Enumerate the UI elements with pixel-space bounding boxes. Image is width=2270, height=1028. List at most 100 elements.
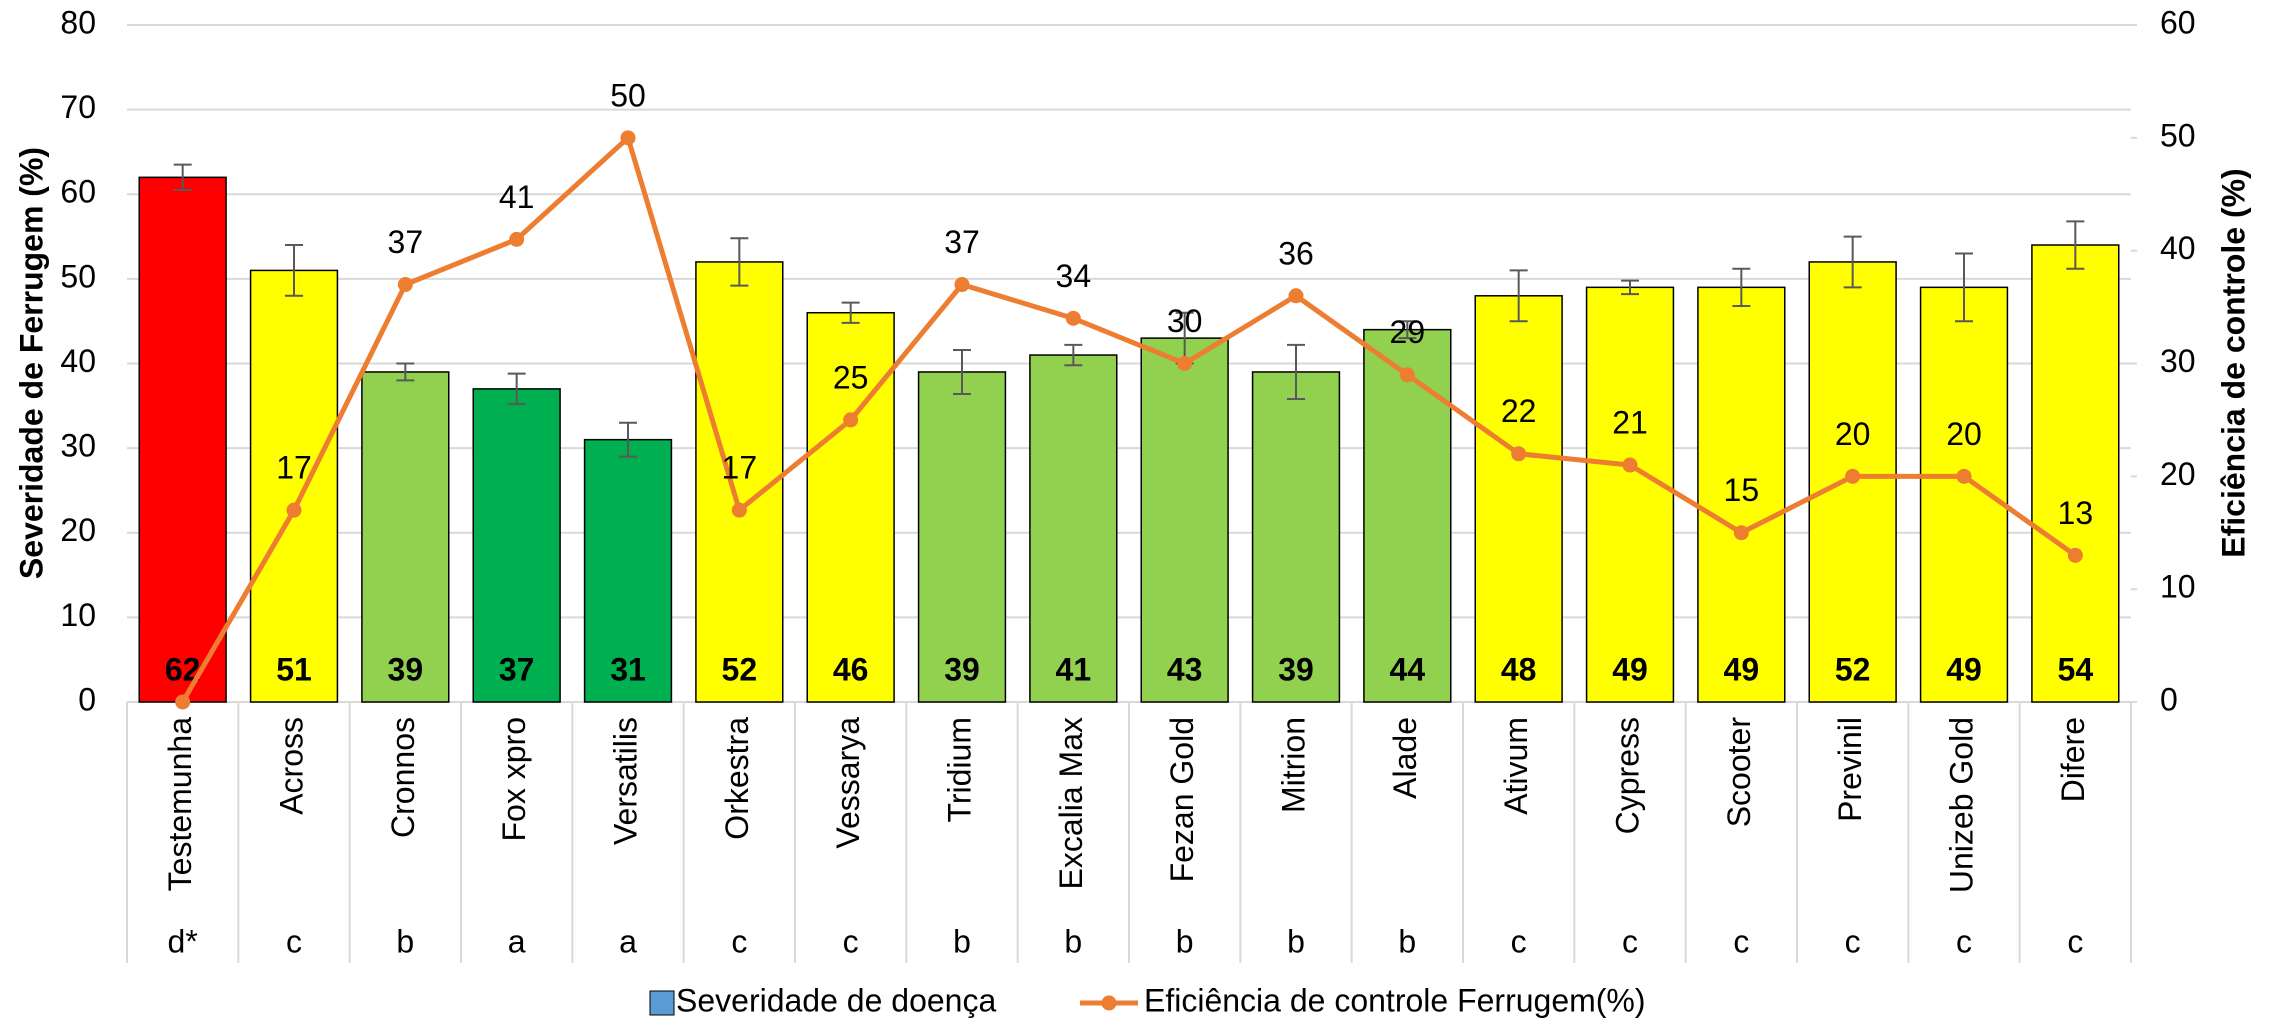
x-tick-label: Scooter	[1721, 717, 1757, 828]
bar	[1585, 286, 1675, 703]
y-axis-title: Severidade de Ferrugem (%)	[13, 147, 49, 579]
line-value-label: 21	[1612, 405, 1648, 441]
bar-value-label: 51	[276, 651, 312, 687]
group-letter: b	[953, 923, 971, 959]
bar	[583, 438, 673, 703]
group-letter: b	[1287, 923, 1305, 959]
legend-label: Severidade de doença	[676, 982, 996, 1018]
bar	[2031, 244, 2120, 703]
bar-value-label: 49	[1612, 651, 1648, 687]
bar	[695, 261, 784, 703]
line-value-label: 17	[276, 450, 312, 486]
x-tick-label: Difere	[2055, 717, 2091, 802]
legend-swatch	[649, 990, 675, 1016]
x-tick-label: Cypress	[1609, 717, 1645, 834]
x-tick-label: Ativum	[1498, 717, 1534, 815]
bar-value-label: 44	[1390, 651, 1426, 687]
bar	[1029, 354, 1118, 703]
y-tick-label: 20	[60, 512, 96, 548]
y2-axis-title: Eficiência de controle (%)	[2215, 168, 2251, 557]
y2-tick-label: 40	[2160, 230, 2196, 266]
y2-tick-label: 0	[2160, 681, 2178, 717]
line-marker	[1956, 468, 1972, 484]
y-tick-label: 30	[60, 428, 96, 464]
group-letter: c	[731, 923, 747, 959]
legend-marker	[1101, 995, 1117, 1011]
group-letter: b	[1176, 923, 1194, 959]
group-letter: c	[1733, 923, 1749, 959]
y2-tick-label: 50	[2160, 117, 2196, 153]
legend-label: Eficiência de controle Ferrugem(%)	[1144, 982, 1646, 1018]
line-value-label: 20	[1946, 416, 1982, 452]
line-value-label: 25	[833, 359, 869, 395]
x-tick-label: Alade	[1387, 717, 1423, 799]
x-tick-label: Tridium	[941, 717, 977, 822]
y-tick-label: 80	[60, 4, 96, 40]
line-value-label: 29	[1390, 314, 1426, 350]
line-value-label: 17	[722, 450, 758, 486]
bar	[249, 269, 339, 703]
group-letter: a	[508, 923, 526, 959]
line-value-label: 13	[2058, 495, 2094, 531]
line-marker	[175, 694, 191, 710]
line-value-label: 20	[1835, 416, 1871, 452]
y-tick-label: 50	[60, 258, 96, 294]
line-marker	[731, 502, 747, 518]
group-letter: c	[1845, 923, 1861, 959]
line-marker	[1288, 288, 1304, 304]
bar-value-label: 54	[2058, 651, 2094, 687]
line-marker	[1622, 457, 1638, 473]
line-marker	[397, 277, 413, 293]
group-letter: c	[843, 923, 859, 959]
bar-value-label: 37	[499, 651, 535, 687]
x-tick-label: Orkestra	[719, 717, 755, 840]
line-value-label: 41	[499, 179, 535, 215]
bar	[1697, 286, 1786, 703]
bar-value-label: 31	[610, 651, 646, 687]
line-marker	[954, 277, 970, 293]
y-tick-label: 40	[60, 343, 96, 379]
line-value-label: 37	[944, 224, 980, 260]
y2-tick-label: 30	[2160, 343, 2196, 379]
bar-value-label: 49	[1946, 651, 1982, 687]
group-letter: c	[286, 923, 302, 959]
group-letter: c	[1511, 923, 1527, 959]
bar-value-label: 48	[1501, 651, 1537, 687]
bar-value-label: 41	[1056, 651, 1092, 687]
line-marker	[1065, 310, 1081, 326]
bar	[806, 311, 895, 703]
line-marker	[509, 231, 525, 247]
x-tick-label: Excalia Max	[1053, 717, 1089, 890]
bar-value-label: 49	[1724, 651, 1760, 687]
line-marker	[1733, 525, 1749, 541]
line-marker	[286, 502, 302, 518]
y2-tick-label: 60	[2160, 4, 2196, 40]
bar-value-label: 52	[722, 651, 758, 687]
x-tick-label: Fox xpro	[496, 717, 532, 841]
line-marker	[1511, 446, 1527, 462]
line-marker	[1845, 468, 1861, 484]
x-tick-label: Versatilis	[607, 717, 643, 845]
line-value-label: 22	[1501, 393, 1537, 429]
bar	[138, 176, 227, 703]
bar-value-label: 39	[944, 651, 980, 687]
bar	[361, 371, 450, 703]
line-value-label: 34	[1056, 258, 1092, 294]
bar	[1363, 328, 1452, 703]
line-marker	[1177, 356, 1193, 371]
line-value-label: 15	[1724, 472, 1760, 508]
bar-value-label: 39	[1278, 651, 1314, 687]
bar	[1474, 295, 1563, 703]
group-letter: d*	[168, 923, 198, 959]
line-marker	[843, 412, 859, 428]
bar-value-label: 52	[1835, 651, 1871, 687]
x-tick-label: Vessarya	[830, 717, 866, 849]
group-letter: b	[1064, 923, 1082, 959]
group-letter: c	[1956, 923, 1972, 959]
group-letter: b	[396, 923, 414, 959]
line	[180, 133, 2077, 704]
bar-value-label: 46	[833, 651, 869, 687]
y-tick-label: 10	[60, 597, 96, 633]
y-tick-label: 60	[60, 174, 96, 210]
